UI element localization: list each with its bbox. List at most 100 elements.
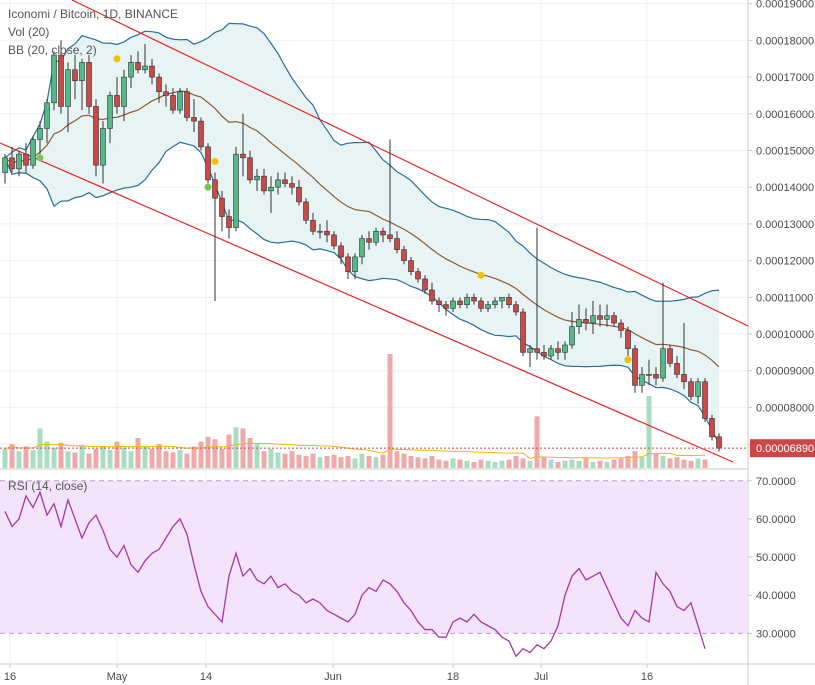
- volume-bar: [492, 462, 498, 468]
- volume-bar: [436, 459, 442, 468]
- volume-bar: [499, 460, 505, 468]
- candle-body: [660, 348, 666, 379]
- volume-bar: [485, 460, 491, 468]
- price-tick-label: 0.00010000: [756, 329, 814, 341]
- symbol-legend: Iconomi / Bitcoin, 1D, BINANCE: [8, 7, 179, 21]
- candle-body: [555, 348, 561, 353]
- volume-bar: [219, 448, 225, 468]
- candle-body: [282, 179, 288, 184]
- candle-body: [366, 238, 372, 243]
- volume-bar: [625, 456, 631, 468]
- price-tick-label: 0.00016000: [756, 109, 814, 121]
- candle-body: [443, 304, 449, 309]
- candle-body: [247, 157, 253, 181]
- volume-bar: [198, 441, 204, 468]
- time-tick-label: Jul: [534, 671, 548, 683]
- volume-bar: [422, 458, 428, 468]
- candle-body: [513, 304, 519, 313]
- candle-body: [233, 153, 239, 228]
- price-tick-label: 0.00011000: [756, 292, 813, 304]
- candle-body: [653, 374, 659, 379]
- candle-body: [373, 230, 379, 243]
- volume-bar: [184, 453, 190, 468]
- candle-body: [632, 348, 638, 386]
- candle-body: [317, 230, 323, 233]
- volume-bar: [72, 452, 78, 468]
- candle-body: [261, 175, 267, 192]
- volume-bar: [100, 446, 106, 468]
- candle-body: [457, 300, 463, 305]
- volume-bar: [450, 458, 456, 468]
- volume-bar: [170, 452, 176, 468]
- volume-bar: [345, 456, 351, 468]
- price-tick-label: 0.00009000: [756, 366, 814, 378]
- volume-bar: [534, 416, 540, 468]
- volume-bar: [646, 396, 652, 468]
- candle-body: [149, 65, 155, 78]
- volume-bar: [478, 459, 484, 468]
- candle-body: [198, 120, 204, 148]
- volume-bar: [401, 453, 407, 468]
- candle-body: [674, 363, 680, 375]
- candle-body: [408, 260, 414, 272]
- candle-body: [646, 374, 652, 376]
- volume-bar: [282, 453, 288, 468]
- volume-bar: [114, 441, 120, 468]
- candle-body: [387, 234, 393, 239]
- volume-bar: [156, 444, 162, 468]
- volume-bar: [611, 459, 617, 468]
- volume-bar: [338, 457, 344, 468]
- channel-upper-line: [71, 0, 749, 327]
- candle-body: [275, 179, 281, 188]
- volume-bar: [2, 448, 8, 468]
- candle-body: [695, 381, 701, 397]
- volume-bar: [9, 444, 15, 468]
- volume-bar: [681, 459, 687, 468]
- volume-bar: [660, 456, 666, 468]
- bollinger-legend: BB (20, close, 2): [8, 43, 97, 57]
- candle-body: [422, 278, 428, 291]
- volume-bar: [268, 448, 274, 468]
- candle-body: [16, 153, 22, 170]
- candle-body: [485, 304, 491, 309]
- volume-bar: [65, 451, 71, 468]
- candle-body: [65, 69, 71, 107]
- candle-body: [702, 381, 708, 419]
- volume-bar: [506, 459, 512, 468]
- candle-body: [352, 256, 358, 272]
- candle-body: [121, 76, 127, 107]
- price-tick-label: 0.00012000: [756, 256, 814, 268]
- volume-bar: [177, 450, 183, 468]
- volume-bar: [429, 456, 435, 468]
- candle-body: [9, 157, 15, 170]
- rsi-tick-label: 40.0000: [756, 590, 796, 602]
- volume-bar: [149, 448, 155, 468]
- volume-bar: [331, 454, 337, 468]
- volume-bar: [107, 450, 113, 468]
- volume-bar: [240, 428, 246, 468]
- candle-body: [2, 157, 8, 173]
- candle-body: [37, 128, 43, 140]
- candle-body: [394, 238, 400, 250]
- bollinger-upper-band: [4, 22, 720, 302]
- candle-body: [303, 201, 309, 221]
- candle-body: [450, 300, 456, 309]
- volume-bar: [513, 456, 519, 468]
- candle-body: [156, 76, 162, 93]
- volume-bar: [569, 459, 575, 468]
- volume-bar: [79, 445, 85, 468]
- volume-bar: [205, 436, 211, 468]
- volume-bar: [520, 458, 526, 468]
- candle-body: [100, 128, 106, 166]
- signal-dot: [204, 183, 212, 191]
- candle-body: [506, 297, 512, 305]
- last-price-label: 0.00006890: [756, 443, 814, 455]
- candle-body: [114, 95, 120, 107]
- candle-body: [296, 186, 302, 203]
- volume-bar: [555, 462, 561, 468]
- rsi-tick-label: 50.0000: [756, 552, 796, 564]
- candle-body: [212, 179, 218, 199]
- volume-bar: [296, 454, 302, 468]
- candle-body: [135, 62, 141, 71]
